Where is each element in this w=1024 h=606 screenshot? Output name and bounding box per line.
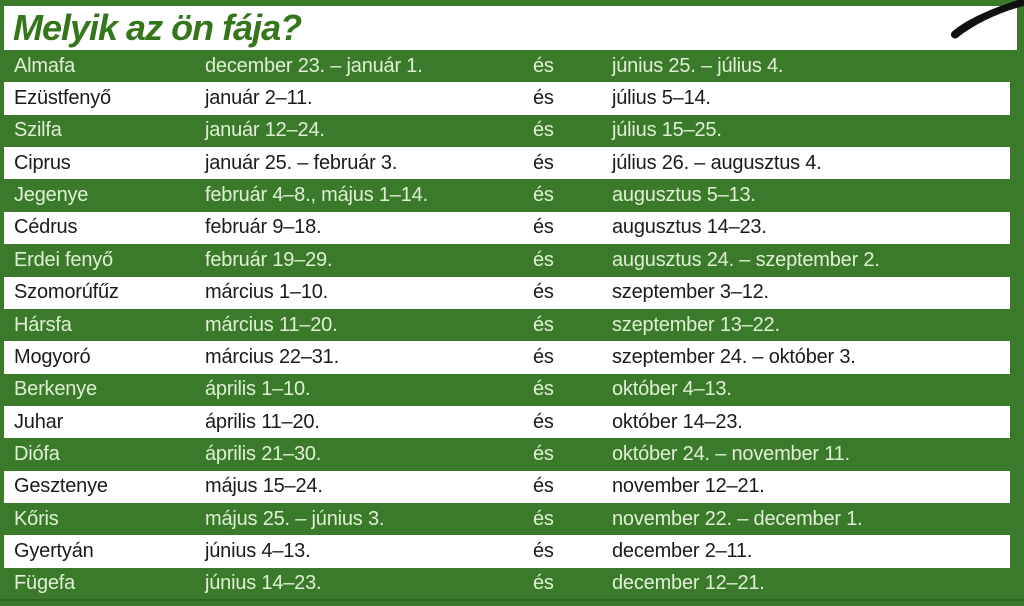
table-row: Cédrus február 9–18. és augusztus 14–23. xyxy=(0,211,1024,245)
first-period-cell: március 11–20. xyxy=(205,313,338,336)
second-period-cell: október 4–13. xyxy=(612,378,732,401)
conjunction-cell: és xyxy=(533,248,554,271)
tree-name-cell: Cédrus xyxy=(14,216,78,239)
conjunction-cell: és xyxy=(533,119,554,142)
tree-name-cell: Kőris xyxy=(14,507,59,530)
table-row: Gyertyán június 4–13. és december 2–11. xyxy=(0,535,1024,568)
second-period-cell: június 25. – július 4. xyxy=(612,54,784,77)
first-period-cell: június 4–13. xyxy=(205,540,311,563)
table-row: Kőris május 25. – június 3. és november 22.… xyxy=(0,503,1024,535)
title-band: Melyik az ön fája? xyxy=(4,6,1017,50)
second-period-cell: július 5–14. xyxy=(612,87,711,110)
first-period-cell: január 25. – február 3. xyxy=(205,151,398,174)
second-period-cell: július 26. – augusztus 4. xyxy=(612,151,822,174)
first-period-cell: január 2–11. xyxy=(205,87,313,110)
table-row: Diófa április 21–30. és október 24. – novem… xyxy=(0,438,1024,470)
conjunction-cell: és xyxy=(533,151,554,174)
first-period-cell: március 1–10. xyxy=(205,281,329,304)
second-period-cell: október 24. – november 11. xyxy=(612,442,850,465)
bottom-edge-shade xyxy=(0,599,1024,601)
tree-name-cell: Gyertyán xyxy=(14,540,94,563)
tree-name-cell: Berkenye xyxy=(14,378,97,401)
tree-name-cell: Szomorúfűz xyxy=(14,281,119,304)
tree-name-cell: Jegenye xyxy=(14,184,89,207)
tree-name-cell: Ciprus xyxy=(14,151,71,174)
tree-name-cell: Gesztenye xyxy=(14,475,108,498)
table-row: Almafa december 23. – január 1. és június 2… xyxy=(0,50,1024,82)
pen-stroke-icon xyxy=(951,0,1024,39)
table-body: Almafa december 23. – január 1. és június 2… xyxy=(0,50,1024,600)
second-period-cell: szeptember 3–12. xyxy=(612,281,769,304)
conjunction-cell: és xyxy=(533,378,554,401)
second-period-cell: november 12–21. xyxy=(612,475,765,498)
first-period-cell: január 12–24. xyxy=(205,119,325,142)
table-row: Juhar április 11–20. és október 14–23. xyxy=(0,405,1024,439)
conjunction-cell: és xyxy=(533,313,554,336)
tree-name-cell: Hársfa xyxy=(14,313,72,336)
table-row: Mogyoró március 22–31. és szeptember 24. – … xyxy=(0,341,1024,374)
tree-name-cell: Almafa xyxy=(14,54,76,77)
table-row: Szomorúfűz március 1–10. és szeptember 3–12… xyxy=(0,276,1024,309)
tree-name-cell: Diófa xyxy=(14,442,60,465)
conjunction-cell: és xyxy=(533,216,554,239)
conjunction-cell: és xyxy=(533,572,554,595)
first-period-cell: június 14–23. xyxy=(205,572,322,595)
table-row: Hársfa március 11–20. és szeptember 13–22. xyxy=(0,309,1024,341)
second-period-cell: október 14–23. xyxy=(612,410,743,433)
conjunction-cell: és xyxy=(533,281,554,304)
first-period-cell: április 1–10. xyxy=(205,378,311,401)
conjunction-cell: és xyxy=(533,410,554,433)
table-row: Ezüstfenyő január 2–11. és július 5–14. xyxy=(0,82,1024,115)
second-period-cell: augusztus 24. – szeptember 2. xyxy=(612,248,880,271)
page-title: Melyik az ön fája? xyxy=(13,7,302,48)
table-row: Ciprus január 25. – február 3. és július 26… xyxy=(0,147,1024,180)
second-period-cell: augusztus 14–23. xyxy=(612,216,767,239)
first-period-cell: december 23. – január 1. xyxy=(205,54,423,77)
table-row: Jegenye február 4–8., május 1–14. és augusz… xyxy=(0,179,1024,211)
conjunction-cell: és xyxy=(533,540,554,563)
tree-name-cell: Juhar xyxy=(14,410,64,433)
second-period-cell: december 12–21. xyxy=(612,572,765,595)
table-row: Erdei fenyő február 19–29. és augusztus 24.… xyxy=(0,244,1024,276)
conjunction-cell: és xyxy=(533,507,554,530)
second-period-cell: szeptember 13–22. xyxy=(612,313,780,336)
first-period-cell: április 11–20. xyxy=(205,410,320,433)
table-row: Szilfa január 12–24. és július 15–25. xyxy=(0,115,1024,147)
table-row: Fügefa június 14–23. és december 12–21. xyxy=(0,568,1024,600)
conjunction-cell: és xyxy=(533,184,554,207)
table-row: Berkenye április 1–10. és október 4–13. xyxy=(0,374,1024,406)
tree-name-cell: Mogyoró xyxy=(14,345,91,368)
second-period-cell: november 22. – december 1. xyxy=(612,507,863,530)
conjunction-cell: és xyxy=(533,54,554,77)
second-period-cell: augusztus 5–13. xyxy=(612,184,756,207)
first-period-cell: február 4–8., május 1–14. xyxy=(205,184,428,207)
second-period-cell: július 15–25. xyxy=(612,119,722,142)
tree-name-cell: Szilfa xyxy=(14,119,62,142)
first-period-cell: március 22–31. xyxy=(205,345,339,368)
first-period-cell: április 21–30. xyxy=(205,442,322,465)
table-row: Gesztenye május 15–24. és november 12–21. xyxy=(0,470,1024,504)
second-period-cell: december 2–11. xyxy=(612,540,753,563)
conjunction-cell: és xyxy=(533,475,554,498)
first-period-cell: február 19–29. xyxy=(205,248,333,271)
first-period-cell: február 9–18. xyxy=(205,216,322,239)
conjunction-cell: és xyxy=(533,87,554,110)
conjunction-cell: és xyxy=(533,442,554,465)
tree-name-cell: Ezüstfenyő xyxy=(14,87,111,110)
first-period-cell: május 15–24. xyxy=(205,475,323,498)
second-period-cell: szeptember 24. – október 3. xyxy=(612,345,856,368)
tree-name-cell: Erdei fenyő xyxy=(14,248,113,271)
tree-name-cell: Fügefa xyxy=(14,572,76,595)
first-period-cell: május 25. – június 3. xyxy=(205,507,385,530)
conjunction-cell: és xyxy=(533,345,554,368)
